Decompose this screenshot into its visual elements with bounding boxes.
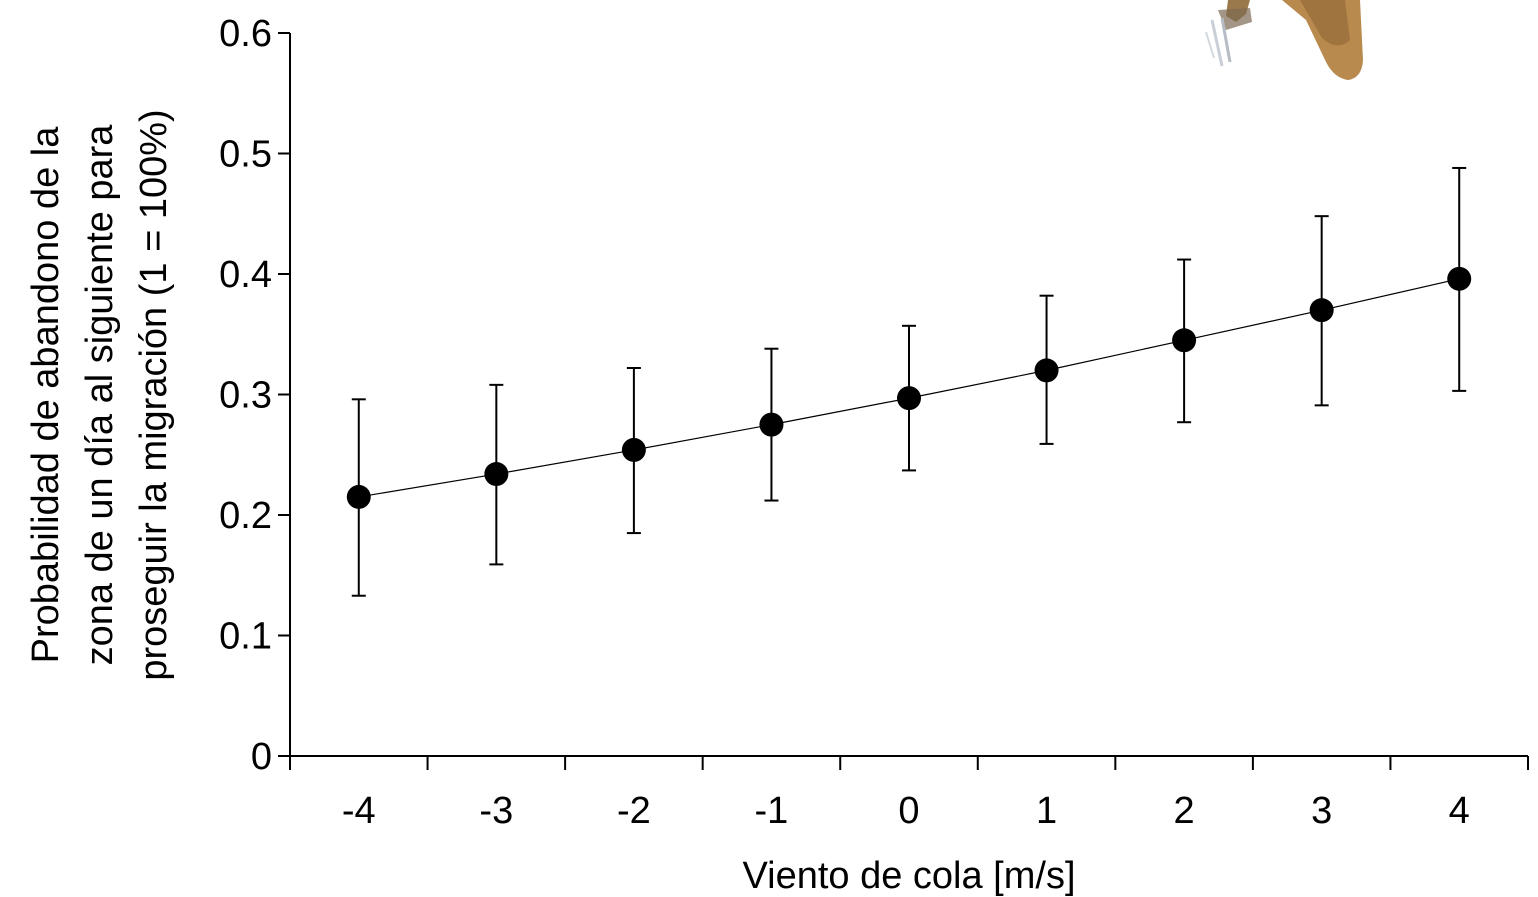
x-tick-label: -3 [479, 790, 513, 832]
data-point [621, 437, 646, 462]
y-tick-label: 0.6 [219, 13, 272, 55]
x-tick-label: 0 [898, 790, 919, 832]
bird-illustration [1205, 0, 1363, 80]
y-axis-title-line-1: Probabilidad de abandono de la [25, 126, 67, 664]
y-tick-label: 0.1 [219, 616, 272, 658]
x-tick-label: -1 [755, 790, 789, 832]
x-axis: -4 -3 -2 -1 0 1 2 3 4 [289, 755, 1529, 832]
series-0 [346, 166, 1472, 597]
y-tick-label: 0 [251, 736, 272, 778]
data-point [1309, 298, 1334, 323]
x-tick-label: -4 [342, 790, 376, 832]
data-point [1034, 358, 1059, 383]
y-axis-title-line-3: proseguir la migración (1 = 100%) [133, 109, 175, 680]
y-axis-title: Probabilidad de abandono de la zona de u… [25, 109, 175, 680]
x-tick-label: 1 [1036, 790, 1057, 832]
y-tick-label: 0.3 [219, 375, 272, 417]
data-point [897, 386, 921, 411]
x-tick-label: 4 [1449, 790, 1470, 832]
data-point [1172, 328, 1197, 353]
plot-area [346, 166, 1472, 597]
y-ticks: 0 0.1 0.2 0.3 0.4 0.5 0.6 [219, 13, 290, 778]
y-tick-label: 0.5 [219, 134, 272, 176]
x-tick-label: -2 [617, 790, 651, 832]
data-point [346, 484, 371, 509]
x-ticks: -4 -3 -2 -1 0 1 2 3 4 [289, 756, 1529, 832]
data-point [484, 462, 509, 487]
x-tick-label: 2 [1174, 790, 1195, 832]
y-tick-label: 0.4 [219, 254, 272, 296]
y-tick-label: 0.2 [219, 495, 272, 537]
x-axis-title: Viento de cola [m/s] [742, 855, 1075, 897]
data-point [759, 412, 784, 437]
data-point [1447, 266, 1472, 291]
y-axis: 0 0.1 0.2 0.3 0.4 0.5 0.6 [219, 13, 291, 778]
y-axis-title-line-2: zona de un día al siguiente para [79, 124, 121, 666]
x-tick-label: 3 [1311, 790, 1332, 832]
